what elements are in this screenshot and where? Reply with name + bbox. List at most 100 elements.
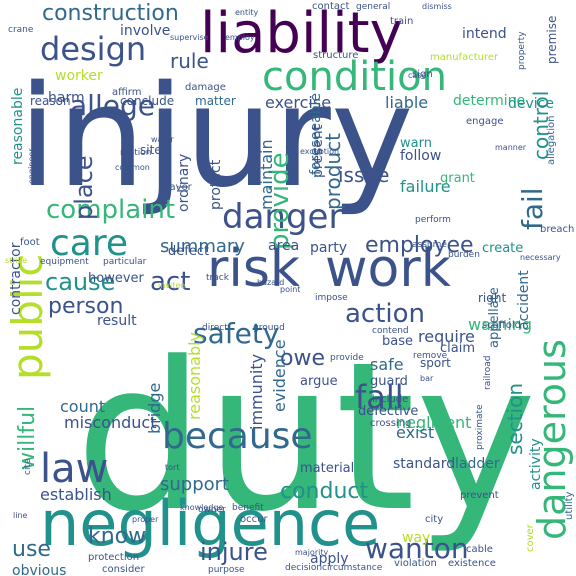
word-utility: utility — [564, 491, 575, 520]
word-failure: failure — [400, 177, 451, 196]
word-care: care — [50, 223, 128, 264]
word-law: law — [40, 446, 108, 492]
word-wanton: wanton — [365, 532, 469, 565]
word-strike: strike — [5, 256, 27, 265]
word-point: point — [280, 285, 300, 294]
word-water: water — [151, 135, 175, 144]
word-engage: engage — [466, 116, 503, 127]
word-ladder: ladder — [455, 456, 500, 472]
word-engineer: engineer — [27, 148, 36, 184]
word-claim: claim — [440, 341, 475, 356]
word-proximate: proximate — [475, 404, 485, 450]
word-conduct: conduct — [280, 479, 369, 504]
word-immunity: immunity — [247, 354, 266, 430]
word-cause: cause — [45, 268, 115, 296]
word-crane: crane — [8, 25, 34, 35]
word-contractor: contractor — [8, 242, 24, 315]
word-because: because — [162, 416, 313, 457]
word-activity: activity — [528, 438, 544, 490]
word-area: area — [268, 238, 299, 254]
word-foot: foot — [20, 237, 40, 248]
word-contact: contact — [312, 1, 350, 12]
word-train: train — [390, 16, 413, 27]
word-decision: decision — [285, 563, 322, 573]
word-conclude: conclude — [120, 94, 174, 108]
word-design: design — [40, 30, 146, 68]
word-negligent: negligent — [396, 413, 471, 432]
word-apply: apply — [310, 551, 349, 567]
word-affirm: affirm — [112, 87, 141, 98]
word-case: case — [408, 71, 426, 80]
word-majority: majority — [295, 548, 328, 557]
word-obvious: obvious — [12, 563, 66, 576]
word-act: act — [150, 267, 190, 297]
word-protect: protect — [208, 159, 224, 210]
word-prevent: prevent — [460, 490, 499, 501]
word-rule: rule — [170, 49, 209, 73]
word-fall: fall — [355, 378, 404, 416]
word-reasonable: reasonable — [10, 88, 26, 165]
word-duty: duty — [75, 319, 537, 557]
word-consider: consider — [102, 564, 145, 575]
word-particular: particular — [103, 257, 147, 267]
word-protection: protection — [88, 552, 139, 563]
word-present: present — [310, 124, 326, 178]
word-warn: warn — [400, 136, 432, 151]
word-bar: bar — [420, 374, 434, 383]
word-determine: determine — [453, 93, 525, 109]
word-appellate: appellate — [487, 287, 502, 348]
word-sport: sport — [420, 356, 451, 370]
word-create: create — [482, 241, 523, 256]
word-equipment: equipment — [40, 257, 89, 267]
word-liability: liability — [200, 1, 403, 66]
word-action: action — [345, 299, 425, 329]
word-scaffold: scaffold — [482, 320, 521, 331]
word-crossing: crossing — [370, 418, 411, 429]
word-premise: premise — [545, 16, 559, 64]
word-standard: standard — [393, 456, 455, 472]
word-cable: cable — [466, 544, 493, 555]
word-accident: accident — [516, 270, 532, 330]
word-invitee: invitee — [158, 281, 185, 290]
word-defect: defect — [168, 244, 209, 259]
word-liable: liable — [385, 93, 428, 112]
word-occur: occur — [240, 514, 268, 525]
word-exist: exist — [396, 423, 434, 442]
word-ground: ground — [253, 323, 285, 333]
word-ordinary: ordinary — [176, 154, 192, 212]
word-knowledge: knowledge — [180, 503, 223, 512]
word-perform: perform — [415, 215, 451, 225]
word-section: section — [503, 383, 527, 455]
word-owe: owe — [280, 346, 325, 371]
word-structure: structure — [313, 50, 358, 61]
word-harm: harm — [48, 90, 85, 106]
word-worker: worker — [55, 68, 103, 84]
word-result: result — [97, 313, 137, 329]
word-safety: safety — [193, 317, 279, 350]
word-site: site — [140, 143, 162, 157]
word-injure: injure — [200, 538, 268, 566]
word-property: property — [517, 31, 527, 70]
word-grant: grant — [440, 171, 475, 186]
word-dangerous: dangerous — [530, 339, 574, 540]
word-guard: guard — [370, 374, 408, 389]
word-public: public — [3, 254, 52, 380]
word-contend: contend — [372, 326, 409, 336]
word-require: require — [418, 327, 475, 346]
word-railroad: railroad — [483, 356, 493, 390]
word-way: way — [402, 530, 430, 546]
word-establish: establish — [40, 485, 112, 504]
word-employ: employ — [225, 33, 255, 42]
word-tort: tort — [165, 463, 179, 472]
word-include: include — [372, 394, 408, 405]
word-use: use — [12, 537, 51, 562]
word-allege: allege — [70, 89, 155, 122]
word-hazard: hazard — [257, 278, 284, 287]
word-manufacturer: manufacturer — [430, 52, 499, 63]
word-line: line — [13, 511, 28, 520]
word-exception: exception — [300, 147, 339, 156]
word-place: place — [70, 155, 98, 220]
word-sign: sign — [412, 69, 433, 80]
word-remove: remove — [413, 351, 448, 361]
